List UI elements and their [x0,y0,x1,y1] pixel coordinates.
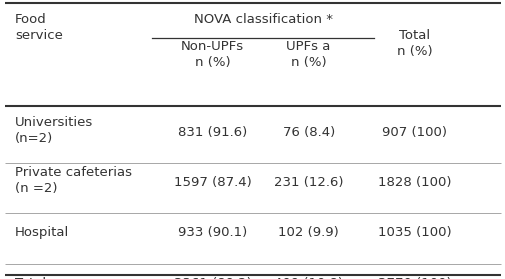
Text: Universities
(n=2): Universities (n=2) [15,116,93,145]
Text: Total
n (%): Total n (%) [396,29,432,58]
Text: 3770 (100): 3770 (100) [377,277,451,279]
Text: Non-UPFs
n (%): Non-UPFs n (%) [181,40,243,69]
Text: 933 (90.1): 933 (90.1) [178,227,246,239]
Text: 1828 (100): 1828 (100) [377,176,451,189]
Text: 102 (9.9): 102 (9.9) [278,227,338,239]
Text: NOVA classification *: NOVA classification * [193,13,332,26]
Text: 231 (12.6): 231 (12.6) [273,176,343,189]
Text: Hospital: Hospital [15,227,69,239]
Text: 1597 (87.4): 1597 (87.4) [173,176,251,189]
Text: UPFs a
n (%): UPFs a n (%) [286,40,330,69]
Text: 831 (91.6): 831 (91.6) [178,126,246,139]
Text: Total: Total [15,277,46,279]
Text: 1035 (100): 1035 (100) [377,227,451,239]
Text: 76 (8.4): 76 (8.4) [282,126,334,139]
Text: 3361 (89.2): 3361 (89.2) [173,277,251,279]
Text: 907 (100): 907 (100) [382,126,446,139]
Text: Food
service: Food service [15,13,63,42]
Text: Private cafeterias
(n =2): Private cafeterias (n =2) [15,166,132,195]
Text: 409 (10.8): 409 (10.8) [274,277,342,279]
